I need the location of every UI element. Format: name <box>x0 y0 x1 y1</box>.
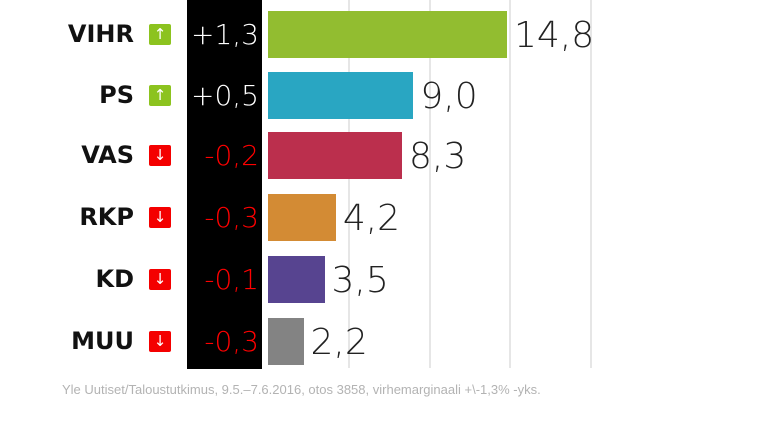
arrow-down-icon: ↓ <box>149 269 171 290</box>
change-value: +0,5 <box>191 79 259 112</box>
change-column-background <box>187 0 262 369</box>
party-label: RKP <box>79 203 134 231</box>
bar-value-label: 8,3 <box>409 136 467 177</box>
bar-value-label: 9,0 <box>420 76 478 117</box>
arrow-up-icon: ↑ <box>149 85 171 106</box>
arrow-down-icon: ↓ <box>149 145 171 166</box>
party-label: KD <box>95 265 134 293</box>
arrow-down-icon: ↓ <box>149 331 171 352</box>
gridline-10 <box>428 0 431 368</box>
bar-row-vas: VAS ↓ -0,2 8,3 <box>0 132 767 179</box>
bar-value-label: 4,2 <box>342 198 401 239</box>
bar-value-label: 3,5 <box>331 260 389 301</box>
bar <box>268 72 414 119</box>
arrow-down-icon: ↓ <box>149 207 171 228</box>
gridline-5 <box>347 0 350 368</box>
bar <box>268 11 508 58</box>
bar-row-vihr: VIHR ↑ +1,3 14,8 <box>0 11 767 58</box>
bar <box>268 132 403 179</box>
bar-value-label: 14,8 <box>514 15 595 56</box>
change-value: -0,3 <box>204 325 259 358</box>
change-value: -0,3 <box>204 201 259 234</box>
bar-row-muu: MUU ↓ -0,3 2,2 <box>0 318 767 365</box>
change-value: -0,2 <box>204 139 259 172</box>
bar <box>268 256 325 303</box>
arrow-up-icon: ↑ <box>149 24 171 45</box>
bar-value-label: 2,2 <box>310 322 368 363</box>
party-label: PS <box>99 81 134 109</box>
bar-row-ps: PS ↑ +0,5 9,0 <box>0 72 767 119</box>
change-value: +1,3 <box>191 18 259 51</box>
bar-row-kd: KD ↓ -0,1 3,5 <box>0 256 767 303</box>
party-label: MUU <box>71 327 134 355</box>
party-label: VAS <box>81 141 134 169</box>
bar <box>268 318 304 365</box>
bar-row-rkp: RKP ↓ -0,3 4,2 <box>0 194 767 241</box>
source-note: Yle Uutiset/Taloustutkimus, 9.5.–7.6.201… <box>62 382 541 397</box>
gridline-15 <box>509 0 512 368</box>
change-value: -0,1 <box>204 263 259 296</box>
gridline-20 <box>590 0 592 368</box>
party-label: VIHR <box>67 20 134 48</box>
bar <box>268 194 336 241</box>
